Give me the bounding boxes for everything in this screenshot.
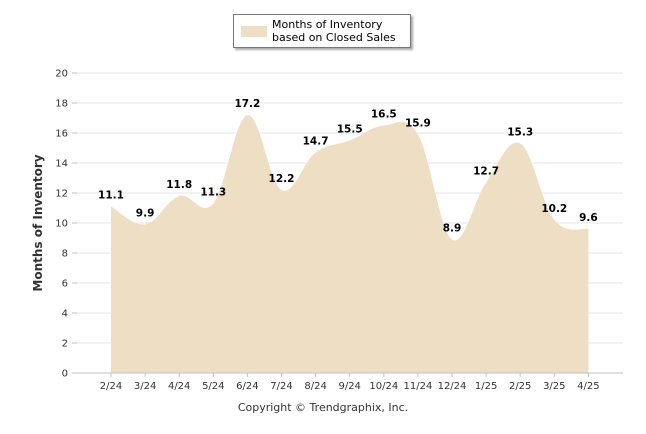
series-area	[111, 114, 589, 373]
data-label: 15.9	[405, 118, 431, 130]
y-axis-title: Months of Inventory	[31, 154, 45, 291]
data-label: 17.2	[234, 98, 260, 110]
x-tick-label: 12/24	[438, 381, 467, 392]
data-label: 15.5	[337, 124, 363, 136]
y-tick-label: 6	[62, 279, 68, 290]
data-label: 12.7	[473, 166, 499, 178]
data-label: 12.2	[269, 173, 295, 185]
x-tick-label: 6/24	[236, 381, 258, 392]
data-label: 8.9	[443, 223, 462, 235]
y-tick-label: 18	[55, 99, 68, 110]
y-tick-label: 8	[62, 249, 68, 260]
x-tick-labels: 2/24 3/24 4/24 5/24 6/24 7/24 8/24 9/24 10/24 11/…	[100, 373, 600, 392]
copyright-text: Copyright © Trendgraphix, Inc.	[237, 401, 409, 414]
x-tick-label: 3/25	[543, 381, 565, 392]
x-tick-label: 9/24	[338, 381, 360, 392]
y-tick-label: 4	[62, 309, 68, 320]
data-label: 10.2	[541, 203, 567, 215]
x-tick-label: 3/24	[134, 381, 156, 392]
y-tick-label: 12	[55, 189, 68, 200]
x-tick-label: 2/25	[509, 381, 531, 392]
x-tick-label: 10/24	[369, 381, 398, 392]
data-labels: 11.1 9.9 11.8 11.3 17.2 12.2 14.7 15.5 16.5 15.9 8…	[98, 98, 598, 235]
x-tick-label: 5/24	[202, 381, 224, 392]
legend-swatch	[241, 26, 267, 37]
data-label: 16.5	[371, 109, 397, 121]
x-tick-label: 4/25	[577, 381, 599, 392]
data-label: 11.1	[98, 190, 124, 202]
y-tick-label: 20	[55, 69, 68, 80]
x-tick-label: 4/24	[168, 381, 190, 392]
x-tick-label: 8/24	[304, 381, 326, 392]
y-tick-label: 10	[55, 219, 68, 230]
x-tick-label: 7/24	[270, 381, 292, 392]
data-label: 11.8	[166, 179, 192, 191]
x-tick-label: 11/24	[403, 381, 432, 392]
legend-label: Months of Inventory based on Closed Sale…	[272, 18, 396, 44]
legend: Months of Inventory based on Closed Sale…	[233, 14, 411, 48]
y-tick-labels: 0 2 4 6 8 10 12 14 16 18 20	[55, 69, 68, 380]
data-label: 11.3	[200, 187, 226, 199]
y-tick-label: 16	[55, 129, 68, 140]
data-label: 9.6	[579, 212, 598, 224]
y-tick-label: 14	[55, 159, 68, 170]
x-tick-label: 2/24	[100, 381, 122, 392]
x-tick-label: 1/25	[475, 381, 497, 392]
y-tick-label: 0	[62, 369, 68, 380]
data-label: 9.9	[136, 208, 155, 220]
area-layer	[111, 114, 589, 373]
y-tick-label: 2	[62, 339, 68, 350]
data-label: 15.3	[507, 127, 533, 139]
data-label: 14.7	[303, 136, 329, 148]
